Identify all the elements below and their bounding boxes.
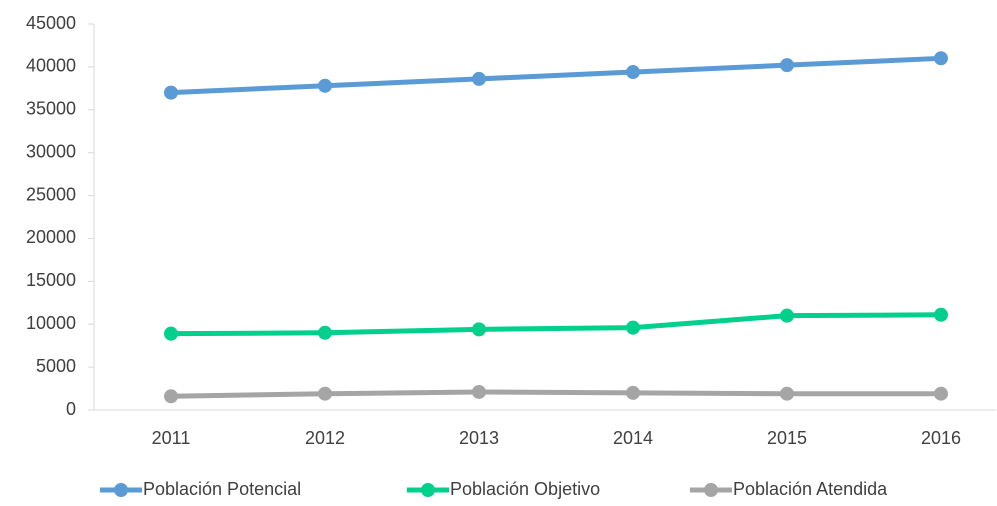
y-tick-label: 10000: [26, 313, 76, 333]
data-point: [626, 65, 640, 80]
y-tick-label: 15000: [26, 270, 76, 290]
x-tick-label: 2016: [921, 428, 961, 448]
x-tick-label: 2012: [305, 428, 345, 448]
y-tick-label: 20000: [26, 227, 76, 247]
data-point: [780, 308, 794, 323]
y-tick-label: 45000: [26, 13, 76, 33]
data-point: [318, 386, 332, 401]
y-tick-label: 35000: [26, 99, 76, 119]
data-point: [318, 78, 332, 93]
data-point: [472, 384, 486, 399]
data-point: [164, 326, 178, 341]
y-tick-label: 25000: [26, 184, 76, 204]
y-tick-label: 40000: [26, 56, 76, 76]
x-tick-label: 2011: [152, 428, 191, 448]
data-point: [472, 322, 486, 337]
data-point: [934, 386, 948, 401]
legend-marker: [114, 483, 128, 497]
series-line: [170, 312, 942, 337]
data-point: [164, 85, 178, 100]
legend-label: Población Objetivo: [450, 479, 600, 499]
y-tick-label: 30000: [26, 141, 76, 161]
data-point: [780, 58, 794, 73]
legend-label: Población Atendida: [733, 479, 888, 499]
x-tick-label: 2015: [767, 428, 807, 448]
data-point: [164, 389, 178, 404]
legend-label: Población Potencial: [143, 479, 301, 499]
y-tick-label: 5000: [36, 356, 76, 376]
data-point: [626, 385, 640, 400]
legend-marker: [421, 483, 435, 497]
x-tick-label: 2013: [459, 428, 499, 448]
data-point: [472, 71, 486, 86]
data-point: [934, 51, 948, 66]
data-point: [780, 386, 794, 401]
data-point: [934, 307, 948, 322]
y-tick-label: 0: [66, 399, 76, 419]
series-line: [170, 389, 941, 399]
series-line: [170, 55, 942, 96]
x-tick-label: 2014: [613, 428, 653, 448]
data-point: [626, 320, 640, 335]
legend-marker: [704, 483, 718, 497]
data-point: [318, 325, 332, 340]
